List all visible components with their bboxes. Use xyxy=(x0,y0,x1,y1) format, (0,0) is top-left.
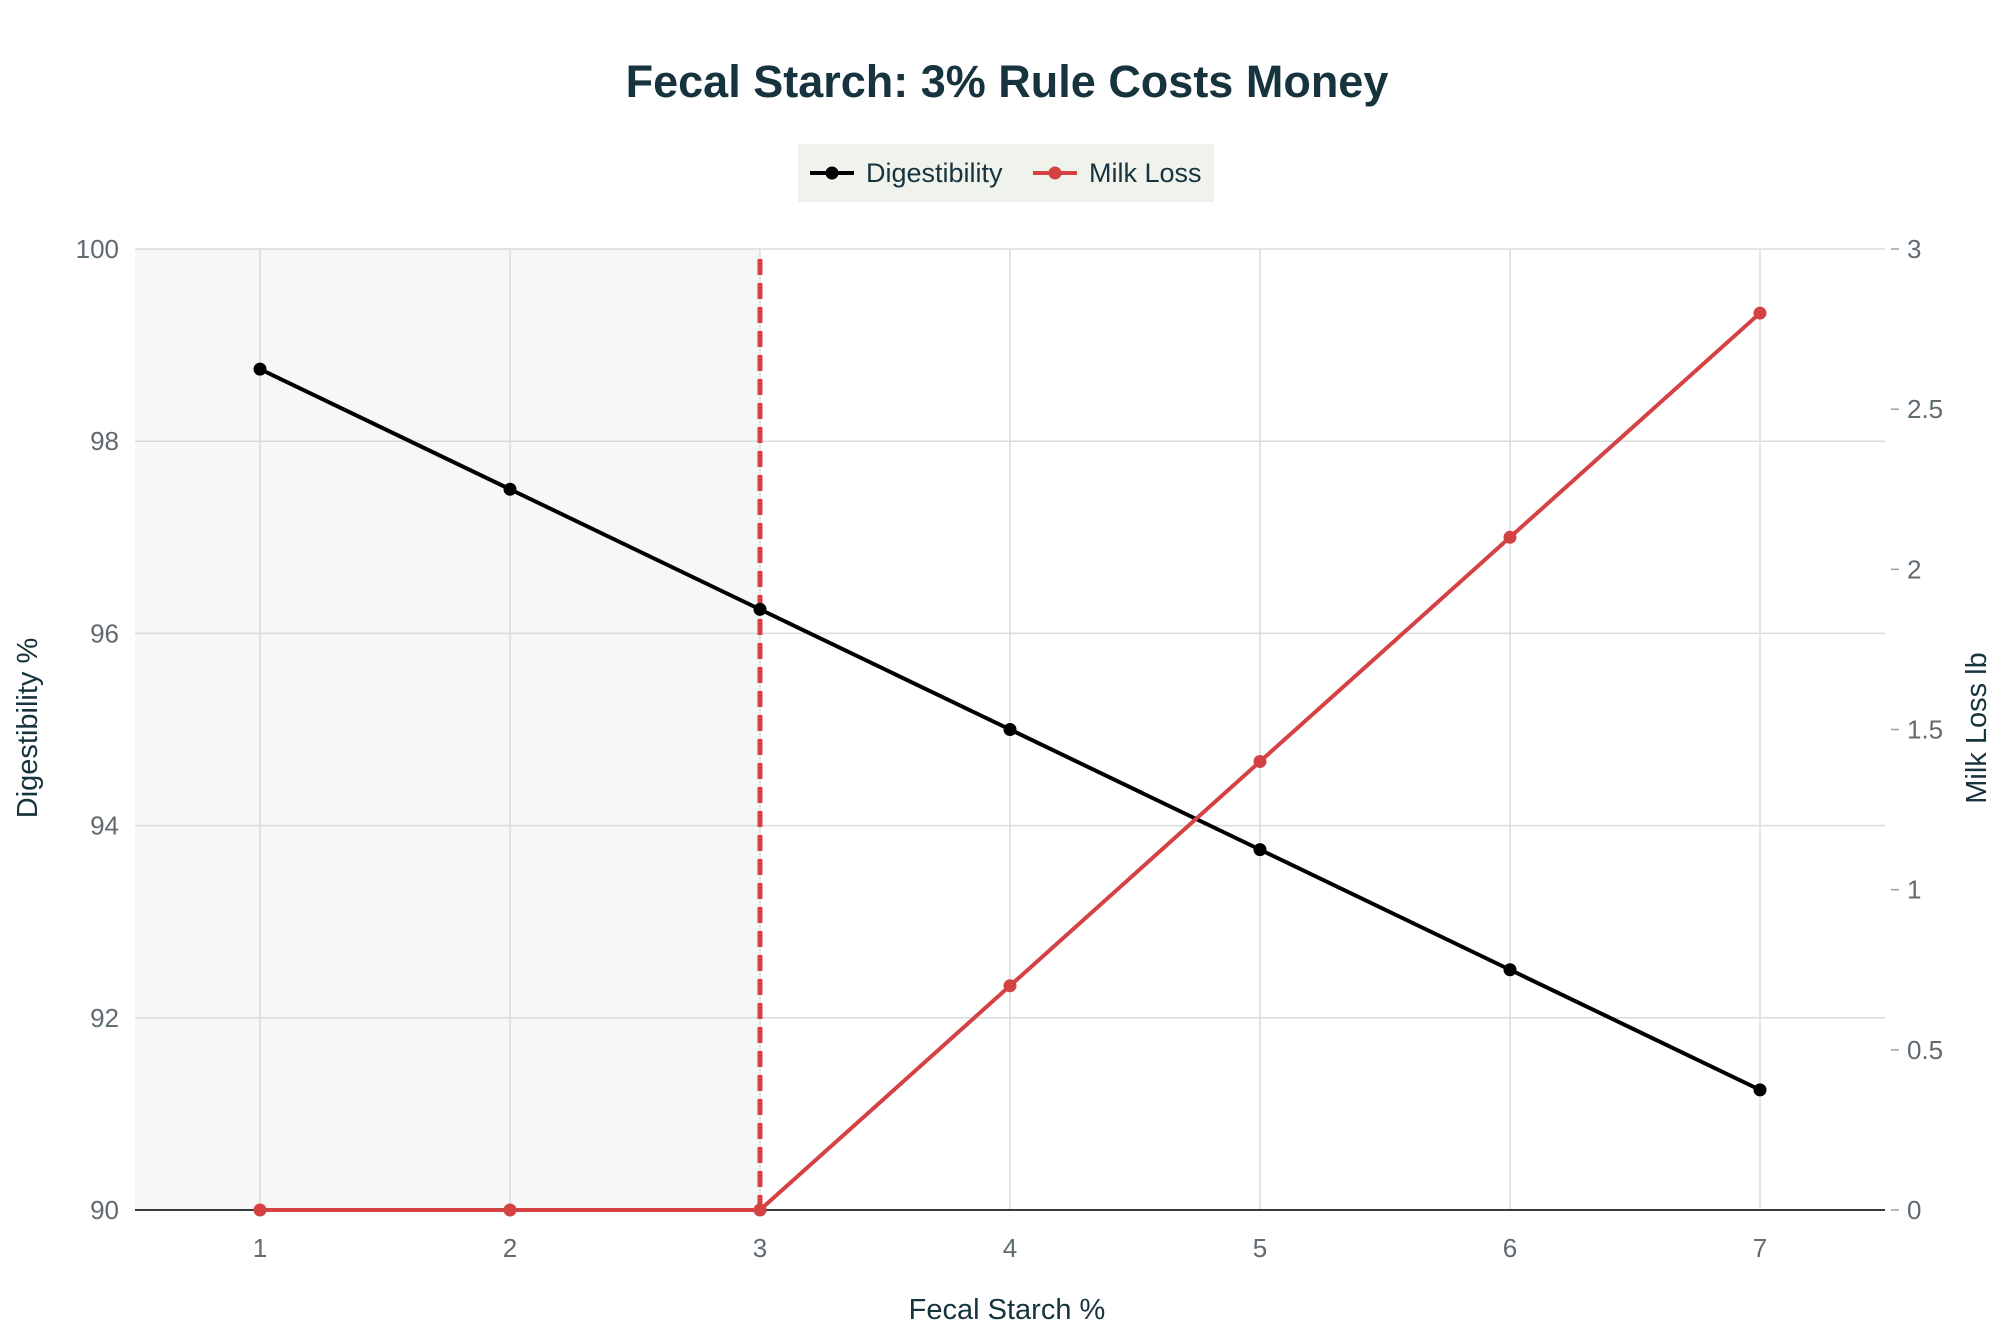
digestibility-point[interactable] xyxy=(1003,723,1017,736)
x-tick-label: 6 xyxy=(1503,1233,1517,1263)
digestibility-point[interactable] xyxy=(1503,963,1517,977)
y2-axis-title: Milk Loss lb xyxy=(1961,652,1993,804)
legend-background xyxy=(798,144,1214,202)
milk-loss-point[interactable] xyxy=(753,1203,767,1217)
y-axis-title: Digestibility % xyxy=(12,638,44,819)
legend-digestibility-label[interactable]: Digestibility xyxy=(866,158,1003,188)
chart-title: Fecal Starch: 3% Rule Costs Money xyxy=(626,56,1389,107)
y-tick-label: 100 xyxy=(76,234,119,264)
x-tick-label: 2 xyxy=(503,1233,517,1263)
x-tick-label: 1 xyxy=(253,1233,267,1263)
y2-tick-label: 2.5 xyxy=(1907,394,1943,424)
digestibility-point[interactable] xyxy=(1253,843,1267,857)
legend[interactable]: Digestibility Milk Loss xyxy=(798,144,1214,202)
milk-loss-point[interactable] xyxy=(1253,755,1267,769)
x-tick-label: 3 xyxy=(753,1233,767,1263)
x-tick-label: 4 xyxy=(1003,1233,1017,1263)
y2-tick-label: 2 xyxy=(1907,554,1921,584)
series-layer xyxy=(253,306,1767,1217)
x-tick-label: 7 xyxy=(1753,1233,1767,1263)
x-axis-title: Fecal Starch % xyxy=(909,1294,1106,1326)
y2-tick-label: 0 xyxy=(1907,1195,1921,1225)
y2-tick-label: 3 xyxy=(1907,234,1921,264)
y-tick-label: 98 xyxy=(90,426,119,456)
digestibility-point[interactable] xyxy=(503,482,517,496)
shaded-region-layer xyxy=(135,249,760,1210)
shaded-region xyxy=(135,249,760,1210)
y-tick-label: 94 xyxy=(90,811,119,841)
x-tick-label: 5 xyxy=(1253,1233,1267,1263)
legend-digestibility-marker xyxy=(825,166,839,180)
legend-milk-loss-marker xyxy=(1048,166,1062,180)
y2-tick-label: 0.5 xyxy=(1907,1035,1943,1065)
milk-loss-point[interactable] xyxy=(503,1203,517,1217)
y-tick-label: 90 xyxy=(90,1195,119,1225)
y-tick-label: 92 xyxy=(90,1003,119,1033)
y2-tick-label: 1 xyxy=(1907,875,1921,905)
digestibility-point[interactable] xyxy=(1753,1083,1767,1097)
milk-loss-point[interactable] xyxy=(1753,306,1767,320)
y-tick-label: 96 xyxy=(90,618,119,648)
milk-loss-point[interactable] xyxy=(1503,530,1517,544)
milk-loss-point[interactable] xyxy=(253,1203,267,1217)
y2-tick-label: 1.5 xyxy=(1907,715,1943,745)
tick-labels-layer: 1 2 3 4 5 6 7 90 92 94 96 98 100 0 0.5 1 1.5 2 2.5 3 xyxy=(76,234,1944,1263)
digestibility-point[interactable] xyxy=(253,362,267,376)
digestibility-point[interactable] xyxy=(753,602,767,616)
milk-loss-point[interactable] xyxy=(1003,979,1017,993)
legend-milk-loss-label[interactable]: Milk Loss xyxy=(1089,158,1202,188)
